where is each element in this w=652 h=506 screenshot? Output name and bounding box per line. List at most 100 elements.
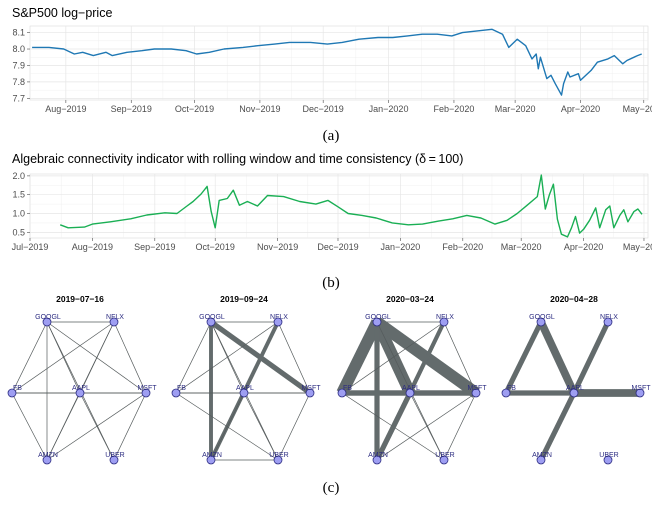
- x-tick-label: May−2020: [623, 104, 652, 114]
- network-node: [372, 455, 382, 465]
- series-line: [32, 28, 642, 96]
- node-label: FB: [13, 385, 22, 392]
- network-node: [273, 317, 283, 327]
- node-label: NFLX: [436, 314, 454, 321]
- network-edge: [538, 391, 577, 462]
- network-edge: [113, 321, 147, 394]
- network-edge: [374, 391, 413, 462]
- network-edge: [443, 392, 477, 461]
- x-tick-label: Feb−2020: [442, 242, 483, 252]
- network-edge: [175, 321, 212, 394]
- x-tick-label: Feb−2020: [434, 104, 475, 114]
- correlation-networks: 2019−07−16 GOOGL NFLX FB AAPL MSFT AMZN UBER 201…: [7, 294, 651, 465]
- series-line: [59, 174, 643, 238]
- network-node: [536, 455, 546, 465]
- y-tick-label: 1.5: [12, 190, 25, 200]
- y-tick-label: 7.7: [12, 93, 25, 103]
- node-label: FB: [177, 385, 186, 392]
- network-graph: 2019−09−24 GOOGL NFLX FB AAPL MSFT AMZN UBER: [171, 294, 321, 465]
- network-edge: [571, 320, 611, 395]
- node-label: NFLX: [600, 314, 618, 321]
- node-label: UBER: [269, 452, 288, 459]
- node-label: NFLX: [106, 314, 124, 321]
- network-graph: 2020−04−28 GOOGL NFLX FB AAPL MSFT AMZN UBER: [501, 294, 651, 465]
- network-node: [471, 388, 481, 398]
- network-edge: [175, 321, 279, 394]
- network-node: [501, 388, 511, 398]
- node-label: GOOGL: [199, 314, 225, 321]
- node-label: UBER: [105, 452, 124, 459]
- network-node: [42, 455, 52, 465]
- network-title: 2019−07−16: [56, 294, 104, 304]
- network-node: [273, 455, 283, 465]
- network-node: [569, 388, 579, 398]
- node-label: GOOGL: [365, 314, 391, 321]
- network-node: [405, 388, 415, 398]
- network-title: 2019−09−24: [220, 294, 268, 304]
- y-tick-label: 1.0: [12, 209, 25, 219]
- network-node: [7, 388, 17, 398]
- node-label: FB: [343, 385, 352, 392]
- network-node: [635, 388, 645, 398]
- network-edge: [11, 392, 48, 461]
- network-node: [239, 388, 249, 398]
- network-node: [171, 388, 181, 398]
- x-tick-label: Jan−2020: [369, 104, 409, 114]
- network-edge: [11, 321, 115, 394]
- network-node: [109, 317, 119, 327]
- node-label: AMZN: [368, 452, 388, 459]
- network-node: [206, 455, 216, 465]
- network-node: [141, 388, 151, 398]
- node-label: AAPL: [236, 385, 254, 392]
- chart-a-title: S&P500 log−price: [12, 6, 113, 20]
- x-tick-label: Mar−2020: [495, 104, 536, 114]
- network-node: [42, 317, 52, 327]
- chart-b: Jul−2019 Aug−2019 Sep−2019 Oct−2019 Nov−2019…: [12, 171, 652, 252]
- node-label: AMZN: [202, 452, 222, 459]
- network-edge: [376, 392, 477, 461]
- node-label: MSFT: [467, 385, 487, 392]
- x-tick-label: Dec−2019: [303, 104, 344, 114]
- x-tick-label: Aug−2019: [45, 104, 86, 114]
- network-edge: [277, 392, 311, 461]
- network-node: [439, 317, 449, 327]
- chart-a: Aug−2019 Sep−2019 Oct−2019 Nov−2019 Dec−2019…: [12, 25, 652, 114]
- node-label: AAPL: [566, 385, 584, 392]
- caption-b: (b): [322, 275, 340, 291]
- network-node: [603, 317, 613, 327]
- network-edge: [210, 392, 245, 461]
- chart-b-title: Algebraic connectivity indicator with ro…: [12, 152, 464, 166]
- network-edge: [277, 321, 311, 394]
- y-tick-label: 7.9: [12, 60, 25, 70]
- node-label: FB: [507, 385, 516, 392]
- caption-a: (a): [322, 128, 340, 144]
- x-tick-label: Sep−2019: [111, 104, 152, 114]
- network-graph: 2019−07−16 GOOGL NFLX FB AAPL MSFT AMZN UBER: [7, 294, 157, 465]
- y-tick-label: 2.0: [12, 171, 25, 181]
- x-tick-label: Nov−2019: [239, 104, 280, 114]
- x-tick-label: Sep−2019: [134, 242, 175, 252]
- node-label: AAPL: [72, 385, 90, 392]
- x-tick-label: Nov−2019: [257, 242, 298, 252]
- y-tick-label: 8.1: [12, 28, 25, 38]
- x-tick-label: Jul−2019: [12, 242, 49, 252]
- y-tick-label: 0.5: [12, 227, 25, 237]
- plot-background: [29, 25, 649, 101]
- network-edge: [341, 321, 445, 394]
- network-node: [305, 388, 315, 398]
- y-tick-label: 8.0: [12, 44, 25, 54]
- x-tick-label: Aug−2019: [72, 242, 113, 252]
- node-label: MSFT: [301, 385, 321, 392]
- node-label: AAPL: [402, 385, 420, 392]
- network-node: [603, 455, 613, 465]
- node-label: UBER: [435, 452, 454, 459]
- y-tick-label: 7.8: [12, 77, 25, 87]
- node-label: GOOGL: [529, 314, 555, 321]
- network-graph: 2020−03−24 GOOGL NFLX FB AAPL MSFT AMZN UBER: [336, 294, 487, 465]
- node-label: MSFT: [631, 385, 651, 392]
- network-node: [536, 317, 546, 327]
- network-node: [75, 388, 85, 398]
- x-tick-label: Apr−2020: [561, 104, 600, 114]
- x-tick-label: Oct−2019: [175, 104, 214, 114]
- node-label: UBER: [599, 452, 618, 459]
